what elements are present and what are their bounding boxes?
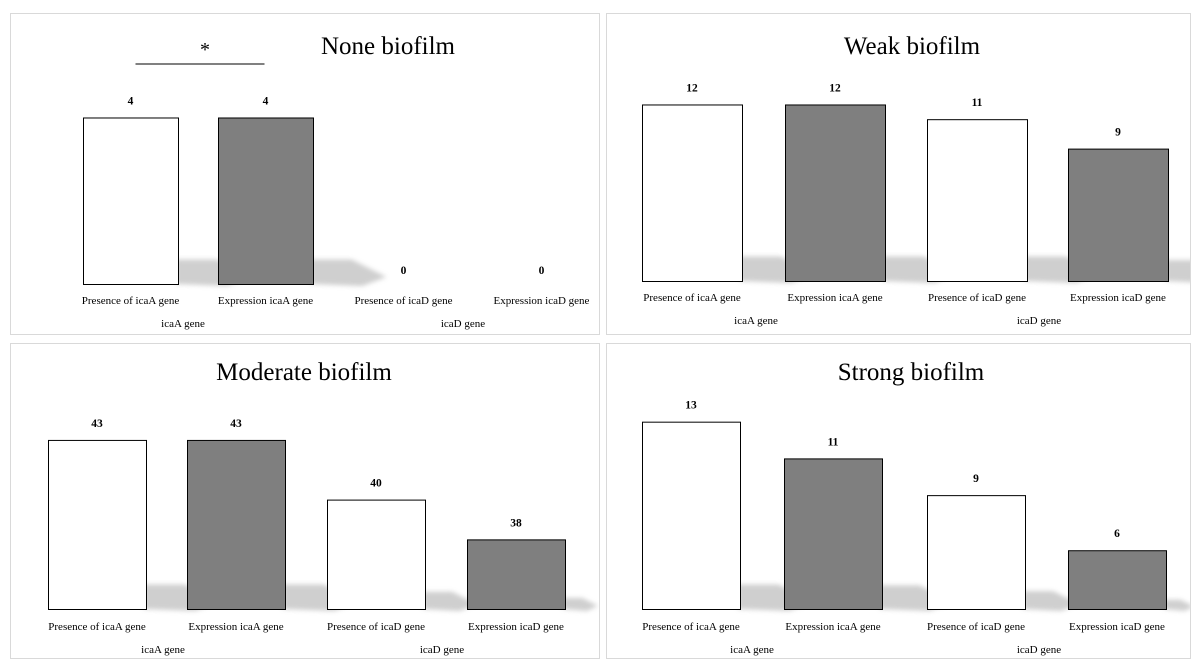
data-label-moderate-3: 38 xyxy=(510,517,522,529)
bar-shadow-weak-3 xyxy=(1166,260,1190,283)
category-label-moderate-0: Presence of icaA gene xyxy=(48,621,146,633)
data-label-weak-0: 12 xyxy=(686,82,698,94)
category-label-moderate-3: Expression icaD gene xyxy=(468,621,564,633)
chart-svg-none-biofilm: None biofilm 4 Presence of icaA gene 4 Expre… xyxy=(82,33,590,330)
bar-weak-0 xyxy=(642,104,743,283)
data-label-weak-2: 11 xyxy=(972,97,983,109)
category-label-none-1: Expression icaA gene xyxy=(218,295,313,307)
data-label-none-0: 4 xyxy=(128,95,134,107)
chart-title-strong: Strong biofilm xyxy=(838,359,985,386)
category-label-strong-3: Expression icaD gene xyxy=(1069,621,1165,633)
category-label-moderate-2: Presence of icaD gene xyxy=(327,621,425,633)
bar-weak-3 xyxy=(1068,148,1169,282)
category-label-weak-1: Expression icaA gene xyxy=(787,292,882,304)
bar-strong-1 xyxy=(784,458,883,611)
chart-panel-none-biofilm: None biofilm 4 Presence of icaA gene 4 Expre… xyxy=(10,13,600,335)
bar-moderate-1 xyxy=(187,439,286,610)
chart-panel-strong-biofilm: Strong biofilm 13 Presence of icaA gene 11 E… xyxy=(606,343,1191,659)
chart-title-none: None biofilm xyxy=(321,33,456,60)
chart-svg-moderate-biofilm: Moderate biofilm 43 Presence of icaA gene 4… xyxy=(48,359,598,656)
bar-shadow-strong-3 xyxy=(1164,599,1190,611)
group-label-moderate-1: icaD gene xyxy=(420,644,464,656)
category-label-moderate-1: Expression icaA gene xyxy=(188,621,283,633)
bar-shadow-moderate-2 xyxy=(423,591,477,611)
category-label-weak-0: Presence of icaA gene xyxy=(643,292,741,304)
bar-moderate-0 xyxy=(48,439,147,610)
category-label-weak-3: Expression icaD gene xyxy=(1070,292,1166,304)
category-label-strong-1: Expression icaA gene xyxy=(785,621,880,633)
bar-weak-2 xyxy=(927,119,1028,282)
category-label-strong-0: Presence of icaA gene xyxy=(642,621,740,633)
group-label-weak-1: icaD gene xyxy=(1017,315,1061,327)
bar-none-1 xyxy=(218,117,314,285)
bar-moderate-2 xyxy=(327,499,426,610)
data-label-strong-3: 6 xyxy=(1114,528,1120,540)
group-label-strong-1: icaD gene xyxy=(1017,644,1061,656)
chart-title-moderate: Moderate biofilm xyxy=(216,359,392,386)
data-label-none-1: 4 xyxy=(263,95,269,107)
group-label-weak-0: icaA gene xyxy=(734,315,778,327)
bar-moderate-3 xyxy=(467,539,566,610)
bar-strong-2 xyxy=(927,495,1026,610)
chart-svg-strong-biofilm: Strong biofilm 13 Presence of icaA gene 11 E… xyxy=(642,359,1190,656)
chart-title-weak: Weak biofilm xyxy=(844,33,981,60)
data-label-moderate-1: 43 xyxy=(230,418,242,430)
data-label-strong-1: 11 xyxy=(828,436,839,448)
data-label-strong-0: 13 xyxy=(685,400,697,412)
chart-panel-moderate-biofilm: Moderate biofilm 43 Presence of icaA gene 4… xyxy=(10,343,600,659)
category-label-none-0: Presence of icaA gene xyxy=(82,295,180,307)
data-label-none-2: 0 xyxy=(401,265,407,277)
bar-shadow-strong-2 xyxy=(1023,591,1079,611)
category-label-none-3: Expression icaD gene xyxy=(494,295,590,307)
group-label-strong-0: icaA gene xyxy=(730,644,774,656)
data-label-weak-1: 12 xyxy=(829,82,841,94)
group-label-none-0: icaA gene xyxy=(161,318,205,330)
chart-svg-weak-biofilm: Weak biofilm 12 Presence of icaA gene 12 Exp… xyxy=(642,33,1190,327)
bar-shadow-none-1 xyxy=(311,259,387,286)
category-label-none-2: Presence of icaD gene xyxy=(354,295,452,307)
bar-weak-1 xyxy=(785,104,886,283)
data-label-moderate-2: 40 xyxy=(370,478,382,490)
category-label-strong-2: Presence of icaD gene xyxy=(927,621,1025,633)
significance-star-none: * xyxy=(200,39,210,61)
group-label-moderate-0: icaA gene xyxy=(141,644,185,656)
bar-none-0 xyxy=(83,117,179,285)
data-label-weak-3: 9 xyxy=(1115,127,1121,139)
chart-panel-weak-biofilm: Weak biofilm 12 Presence of icaA gene 12 Exp… xyxy=(606,13,1191,335)
data-label-strong-2: 9 xyxy=(973,473,979,485)
bar-shadow-moderate-3 xyxy=(563,598,598,611)
data-label-moderate-0: 43 xyxy=(91,418,103,430)
category-label-weak-2: Presence of icaD gene xyxy=(928,292,1026,304)
group-label-none-1: icaD gene xyxy=(441,318,485,330)
bar-strong-0 xyxy=(642,421,741,610)
data-label-none-3: 0 xyxy=(539,265,545,277)
bar-strong-3 xyxy=(1068,550,1167,611)
